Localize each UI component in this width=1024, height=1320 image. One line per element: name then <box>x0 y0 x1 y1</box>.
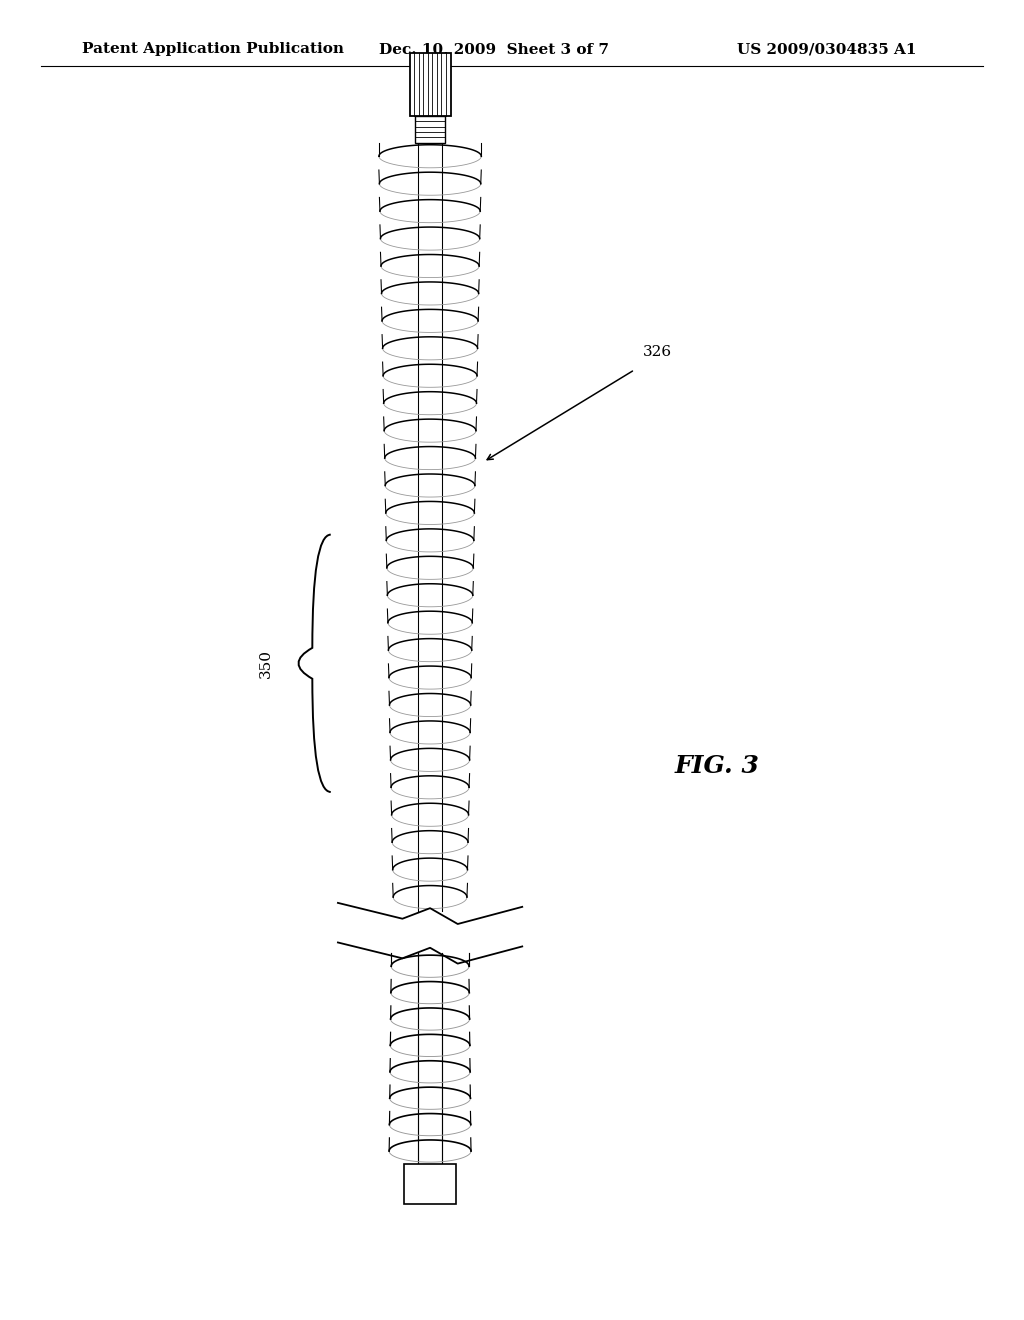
Text: 326: 326 <box>643 345 672 359</box>
Text: Patent Application Publication: Patent Application Publication <box>82 42 344 57</box>
Bar <box>415 116 445 143</box>
Bar <box>404 1164 456 1204</box>
Text: Dec. 10, 2009  Sheet 3 of 7: Dec. 10, 2009 Sheet 3 of 7 <box>379 42 609 57</box>
Text: FIG. 3: FIG. 3 <box>675 754 759 777</box>
Text: US 2009/0304835 A1: US 2009/0304835 A1 <box>737 42 916 57</box>
Bar <box>410 53 451 116</box>
Text: 350: 350 <box>259 649 273 677</box>
